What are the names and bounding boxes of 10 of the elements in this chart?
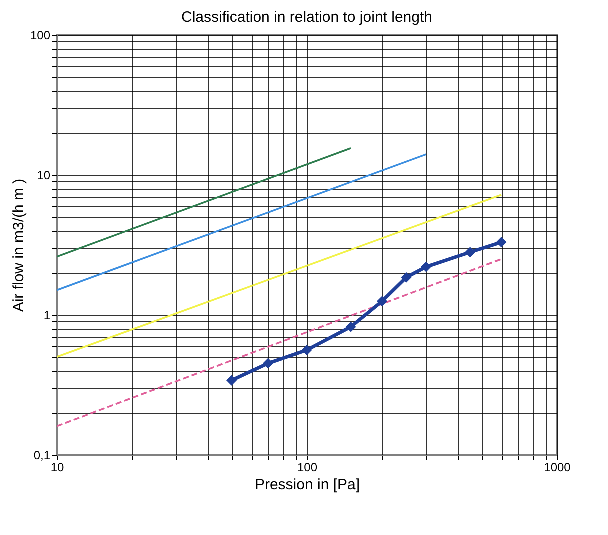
y-tick-label: 1 <box>44 308 51 322</box>
x-tick-label: 1000 <box>544 460 572 474</box>
y-tick-label: 0,1 <box>34 448 51 462</box>
y-tick-label: 100 <box>30 28 51 42</box>
chart-title: Classification in relation to joint length <box>182 9 432 26</box>
x-axis-title: Pression in [Pa] <box>254 476 360 494</box>
y-axis-title: Air flow in m3/(h m ) <box>10 178 28 312</box>
y-tick-label: 10 <box>37 168 51 182</box>
x-tick-label: 100 <box>297 460 318 474</box>
x-tick-label: 10 <box>50 460 64 474</box>
